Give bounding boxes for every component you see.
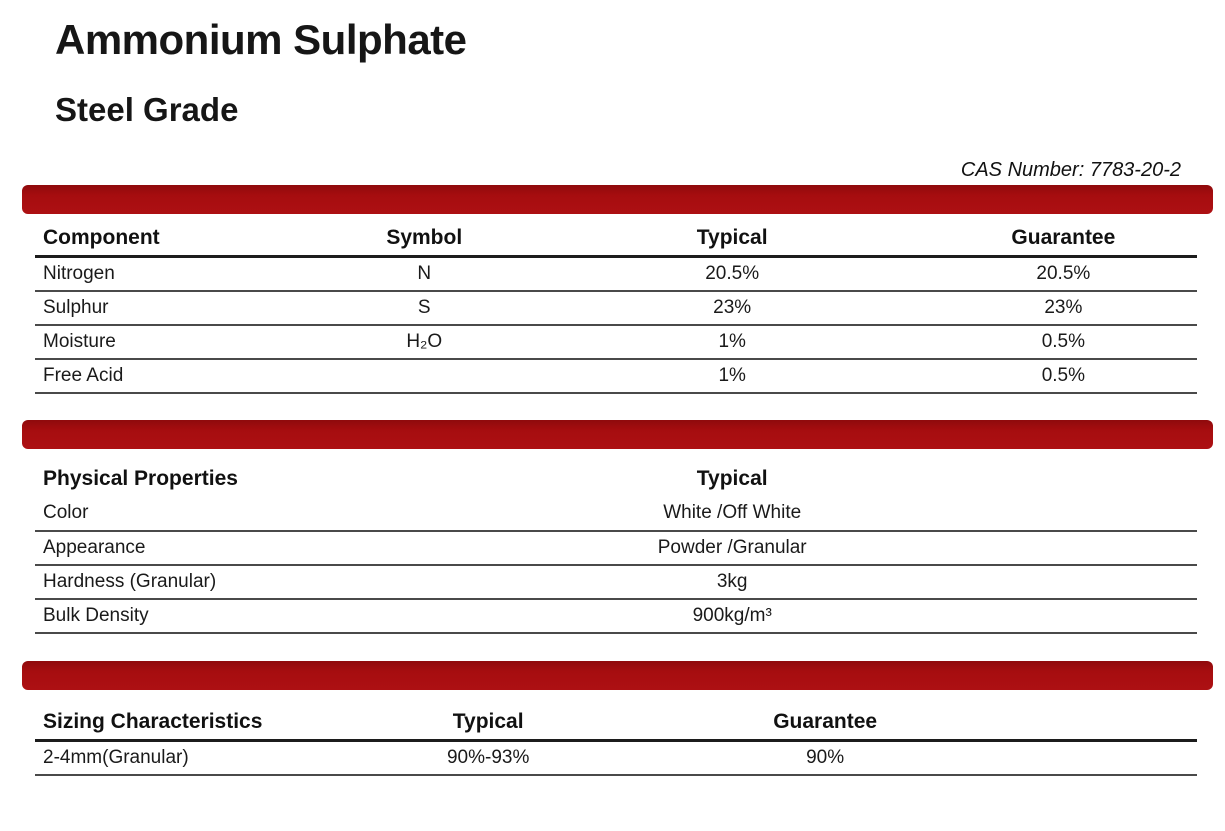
sizing-header-row: Sizing Characteristics Typical Guarantee bbox=[35, 704, 1197, 743]
components-table: Component Symbol Typical Guarantee Nitro… bbox=[35, 220, 1197, 394]
table-cell: Color bbox=[35, 496, 442, 532]
table-cell: Free Acid bbox=[35, 358, 314, 394]
table-cell bbox=[1022, 598, 1197, 634]
table-cell: Hardness (Granular) bbox=[35, 564, 442, 600]
table-cell: 90% bbox=[639, 740, 1012, 776]
section-divider-bar-sizing bbox=[22, 660, 1213, 690]
column-header-empty bbox=[1011, 704, 1197, 743]
table-cell: H₂O bbox=[313, 324, 535, 360]
cas-number: CAS Number: 7783-20-2 bbox=[960, 158, 1181, 181]
components-header-row: Component Symbol Typical Guarantee bbox=[35, 220, 1197, 259]
table-cell bbox=[1022, 564, 1197, 600]
column-header-empty bbox=[1023, 461, 1197, 497]
table-row-color: Color White /Off White bbox=[35, 496, 1197, 532]
table-cell: Nitrogen bbox=[35, 256, 314, 292]
section-divider-bar-components bbox=[22, 184, 1213, 214]
table-cell bbox=[1022, 530, 1197, 566]
column-header-symbol: Symbol bbox=[313, 220, 535, 259]
table-cell: White /Off White bbox=[441, 496, 1023, 532]
table-cell: S bbox=[313, 290, 535, 326]
column-header-sizing-characteristics: Sizing Characteristics bbox=[35, 704, 338, 743]
physical-header-row: Physical Properties Typical bbox=[35, 461, 1197, 497]
table-row-free-acid: Free Acid 1% 0.5% bbox=[35, 358, 1197, 394]
table-cell: Moisture bbox=[35, 324, 314, 360]
physical-properties-table: Physical Properties Typical Color White … bbox=[35, 461, 1197, 634]
column-header-guarantee: Guarantee bbox=[929, 220, 1197, 259]
column-header-typical: Typical bbox=[337, 704, 640, 743]
table-cell: 23% bbox=[534, 290, 930, 326]
table-cell: 20.5% bbox=[929, 256, 1197, 292]
table-cell: 0.5% bbox=[929, 324, 1197, 360]
table-cell bbox=[1022, 496, 1197, 532]
table-cell: Bulk Density bbox=[35, 598, 442, 634]
table-row-bulk-density: Bulk Density 900kg/m³ bbox=[35, 598, 1197, 634]
table-cell: 20.5% bbox=[534, 256, 930, 292]
column-header-typical: Typical bbox=[696, 466, 768, 490]
table-cell: Sulphur bbox=[35, 290, 314, 326]
page-title: Ammonium Sulphate bbox=[55, 16, 467, 63]
page-subtitle: Steel Grade bbox=[55, 91, 239, 129]
table-row-appearance: Appearance Powder /Granular bbox=[35, 530, 1197, 566]
table-row-nitrogen: Nitrogen N 20.5% 20.5% bbox=[35, 256, 1197, 292]
table-row-moisture: Moisture H₂O 1% 0.5% bbox=[35, 324, 1197, 360]
table-cell: 1% bbox=[534, 358, 930, 394]
table-cell: 90%-93% bbox=[337, 740, 640, 776]
table-cell bbox=[313, 358, 535, 394]
table-cell: 2-4mm(Granular) bbox=[35, 740, 338, 776]
table-cell: 23% bbox=[929, 290, 1197, 326]
table-cell bbox=[1011, 740, 1197, 776]
section-divider-bar-physical bbox=[22, 419, 1213, 449]
column-header-component: Component bbox=[35, 220, 314, 259]
table-cell: Powder /Granular bbox=[441, 530, 1023, 566]
table-cell: 0.5% bbox=[929, 358, 1197, 394]
column-header-typical: Typical bbox=[534, 220, 930, 259]
column-header-physical-properties: Physical Properties bbox=[43, 466, 238, 490]
table-cell: N bbox=[313, 256, 535, 292]
table-cell: 1% bbox=[534, 324, 930, 360]
column-header-guarantee: Guarantee bbox=[639, 704, 1012, 743]
table-row-sulphur: Sulphur S 23% 23% bbox=[35, 290, 1197, 326]
table-row-granular-size: 2-4mm(Granular) 90%-93% 90% bbox=[35, 740, 1197, 776]
sizing-characteristics-table: Sizing Characteristics Typical Guarantee… bbox=[35, 704, 1197, 776]
table-cell: Appearance bbox=[35, 530, 442, 566]
table-row-hardness: Hardness (Granular) 3kg bbox=[35, 564, 1197, 600]
table-cell: 3kg bbox=[441, 564, 1023, 600]
table-cell: 900kg/m³ bbox=[441, 598, 1023, 634]
